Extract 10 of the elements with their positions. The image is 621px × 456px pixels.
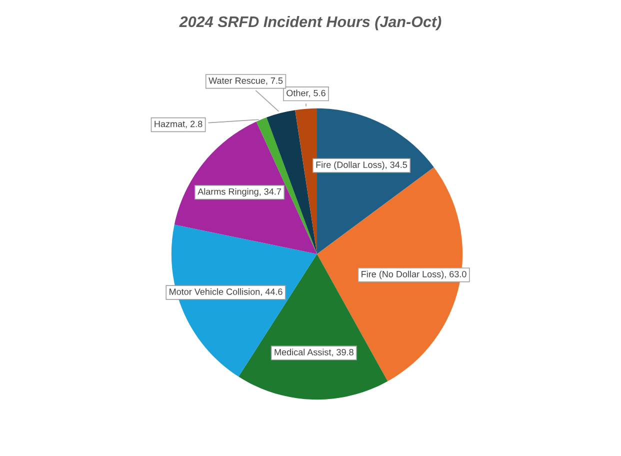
slice-label: Motor Vehicle Collision, 44.6 xyxy=(170,288,282,296)
slice-label: Hazmat, 2.8 xyxy=(154,120,202,128)
slice-label: Medical Assist, 39.8 xyxy=(274,348,354,356)
slice-label: Fire (No Dollar Loss), 63.0 xyxy=(362,270,466,280)
slice-label: Other, 5.6 xyxy=(286,90,326,98)
slice-label: Water Rescue, 7.5 xyxy=(208,78,283,85)
pie-slice xyxy=(295,108,317,254)
slice-label: Fire (Dollar Loss), 34.5 xyxy=(316,161,408,170)
slice-label: Alarms Ringing, 34.7 xyxy=(198,188,281,197)
chart-title: 2024 SRFD Incident Hours (Jan-Oct) xyxy=(179,16,442,30)
